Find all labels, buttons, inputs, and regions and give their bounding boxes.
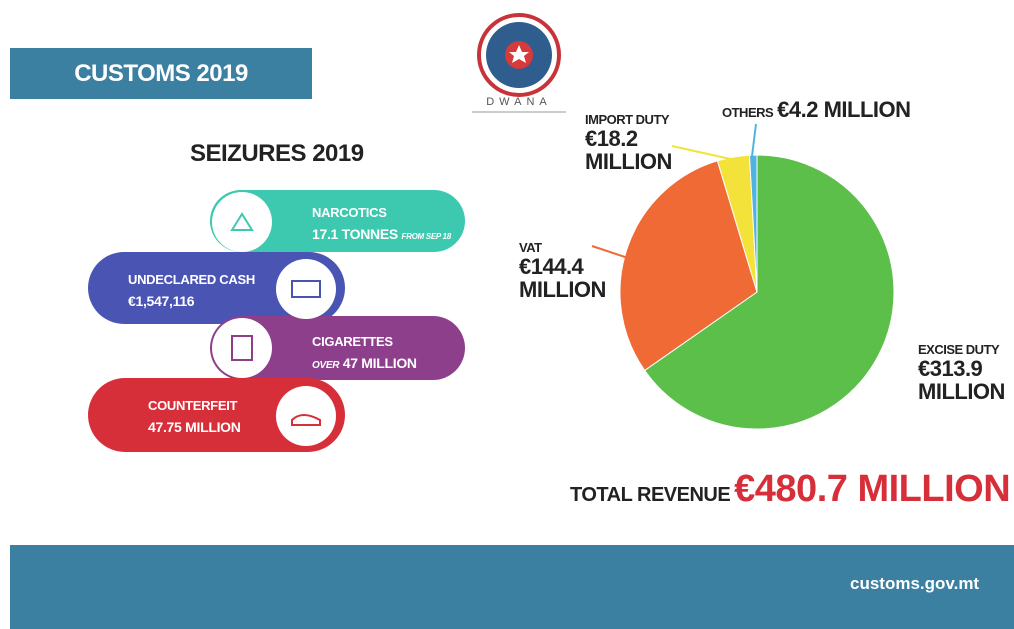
slice-value: €144.4 MILLION [519, 255, 599, 301]
seizure-amount: 17.1 TONNES [312, 226, 398, 242]
slice-label: VAT€144.4 MILLION [519, 240, 599, 301]
seizure-value: OVER 47 MILLION [312, 355, 417, 371]
seizure-label: UNDECLARED CASH [128, 272, 255, 287]
seizure-item: UNDECLARED CASH €1,547,116 [128, 272, 255, 309]
total: TOTAL REVENUE €480.7 MILLION [570, 468, 1010, 511]
seizure-item: CIGARETTES OVER 47 MILLION [312, 334, 417, 371]
seizure-label: CIGARETTES [312, 334, 417, 349]
slice-value: €4.2 MILLION [777, 97, 910, 122]
footer-url: customs.gov.mt [850, 574, 979, 594]
slice-label: EXCISE DUTY€313.9 MILLION [918, 342, 1003, 403]
seizure-amount: 47.75 MILLION [148, 419, 241, 435]
leader-line [752, 124, 756, 156]
slice-category: VAT [519, 240, 599, 255]
total-label: TOTAL REVENUE [570, 484, 730, 506]
total-value: €480.7 MILLION [734, 468, 1010, 510]
seizure-item: NARCOTICS 17.1 TONNES FROM SEP 18 [312, 205, 451, 242]
leader-line [672, 146, 735, 160]
seizure-label: COUNTERFEIT [148, 398, 241, 413]
slice-category: IMPORT DUTY [585, 112, 675, 127]
header-title: CUSTOMS 2019 [10, 48, 312, 99]
logo-text: DWANA [472, 96, 566, 108]
slice-category: EXCISE DUTY [918, 342, 1003, 357]
slice-value: €18.2 MILLION [585, 127, 675, 173]
seizures-title: SEIZURES 2019 [190, 140, 364, 168]
seizure-note: FROM SEP 18 [402, 232, 451, 241]
seizure-prefix: OVER [312, 360, 339, 371]
seizure-item: COUNTERFEIT 47.75 MILLION [148, 398, 241, 435]
slice-category: OTHERS [722, 105, 773, 120]
seizure-label: NARCOTICS [312, 205, 451, 220]
seizure-amount: 47 MILLION [343, 355, 417, 371]
slice-value: €313.9 MILLION [918, 357, 1003, 403]
slice-label: IMPORT DUTY€18.2 MILLION [585, 112, 675, 173]
infographic: CUSTOMS 2019 DWANA SEIZURES 2019 NARCOTI… [0, 0, 1014, 629]
seizure-amount: €1,547,116 [128, 293, 255, 309]
slice-label: OTHERS €4.2 MILLION [722, 98, 922, 122]
seizure-value: 17.1 TONNES FROM SEP 18 [312, 226, 451, 242]
